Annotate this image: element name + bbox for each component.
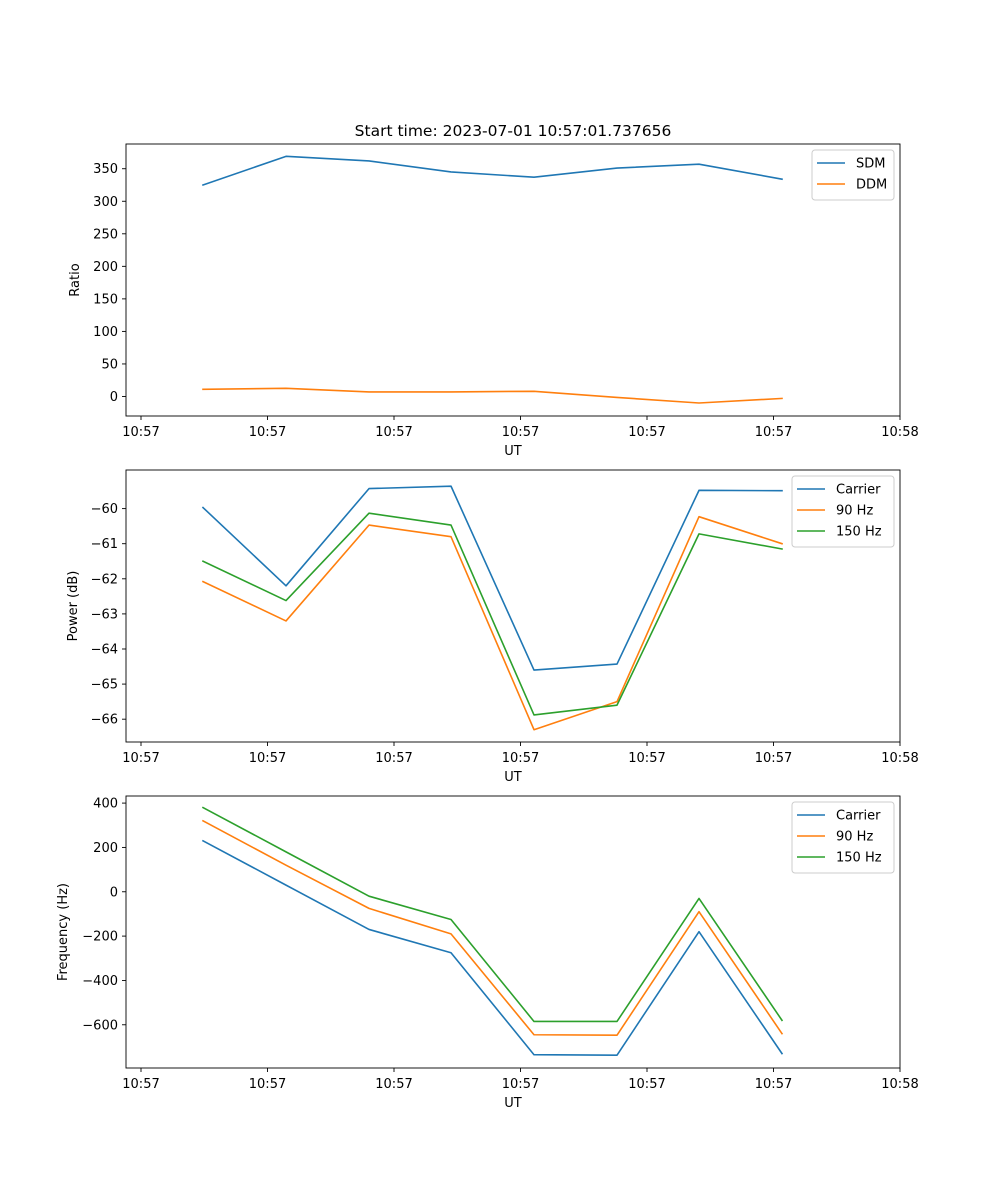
series-line-carrier — [201, 839, 784, 1056]
y-axis-label: Frequency (Hz) — [56, 883, 71, 981]
x-axis-label: UT — [504, 444, 522, 459]
panels: Start time: 2023-07-01 10:57:01.737656 10… — [56, 122, 919, 1111]
x-tick-label: 10:57 — [375, 1077, 412, 1092]
series-line-150-hz — [201, 806, 784, 1023]
legend-label: Carrier — [836, 483, 881, 498]
x-tick-label: 10:57 — [122, 751, 159, 766]
x-tick-label: 10:57 — [249, 751, 286, 766]
y-tick-label: −600 — [82, 1018, 118, 1033]
y-tick-label: −60 — [91, 502, 118, 517]
y-axis-label: Power (dB) — [66, 571, 81, 642]
y-tick-label: 250 — [93, 227, 118, 242]
chart-panel-1: Start time: 2023-07-01 10:57:01.737656 10… — [68, 122, 919, 459]
legend: Carrier 90 Hz 150 Hz — [791, 801, 895, 874]
legend-box — [791, 801, 895, 874]
y-tick-label: −200 — [82, 930, 118, 945]
y-tick-label: 200 — [93, 260, 118, 275]
x-tick-label: 10:58 — [881, 1077, 918, 1092]
chart-title: Start time: 2023-07-01 10:57:01.737656 — [355, 122, 672, 140]
x-tick-label: 10:57 — [502, 1077, 539, 1092]
y-tick-label: 150 — [93, 292, 118, 307]
x-tick-label: 10:57 — [249, 1077, 286, 1092]
legend-label: 90 Hz — [836, 830, 873, 845]
legend-label: 150 Hz — [836, 525, 882, 540]
axes-frame — [125, 469, 901, 743]
legend-label: SDM — [856, 157, 885, 172]
y-tick-label: 100 — [93, 325, 118, 340]
y-tick-label: 0 — [110, 390, 118, 405]
x-tick-label: 10:57 — [122, 1077, 159, 1092]
x-tick-label: 10:57 — [502, 425, 539, 440]
y-tick-label: −61 — [91, 537, 118, 552]
x-tick-label: 10:58 — [881, 751, 918, 766]
y-tick-label: 350 — [93, 162, 118, 177]
chart-panel-3: 10:57 10:57 10:57 10:57 10:57 10:57 10:58 −600 −… — [56, 795, 919, 1111]
series-line-ddm — [202, 387, 783, 404]
y-tick-label: −400 — [82, 974, 118, 989]
x-tick-label: 10:57 — [628, 1077, 665, 1092]
x-tick-label: 10:57 — [628, 751, 665, 766]
y-tick-label: −63 — [91, 607, 118, 622]
series-line-150-hz — [201, 512, 783, 716]
series-line-carrier — [201, 485, 783, 671]
x-tick-label: 10:57 — [249, 425, 286, 440]
y-tick-label: 0 — [110, 885, 118, 900]
y-axis-label: Ratio — [68, 263, 83, 296]
x-tick-label: 10:58 — [881, 425, 918, 440]
y-tick-label: 200 — [93, 841, 118, 856]
y-tick-label: −66 — [91, 713, 118, 728]
axes-frame — [125, 143, 901, 417]
x-tick-label: 10:57 — [375, 751, 412, 766]
x-tick-label: 10:57 — [628, 425, 665, 440]
x-tick-label: 10:57 — [755, 1077, 792, 1092]
legend-label: DDM — [856, 178, 887, 193]
x-axis-label: UT — [504, 770, 522, 785]
x-tick-label: 10:57 — [755, 425, 792, 440]
y-tick-label: 50 — [101, 357, 118, 372]
x-tick-label: 10:57 — [502, 751, 539, 766]
series-line-90-hz — [201, 515, 784, 731]
legend: SDM DDM — [811, 149, 895, 201]
legend-label: 90 Hz — [836, 504, 873, 519]
y-tick-label: 400 — [93, 797, 118, 812]
axes-frame — [125, 795, 901, 1069]
y-tick-label: −64 — [91, 642, 118, 657]
legend-box — [791, 475, 895, 548]
x-tick-label: 10:57 — [375, 425, 412, 440]
legend-label: Carrier — [836, 809, 881, 824]
legend-label: 150 Hz — [836, 851, 882, 866]
y-tick-label: −65 — [91, 678, 118, 693]
x-tick-label: 10:57 — [122, 425, 159, 440]
y-tick-label: 300 — [93, 195, 118, 210]
chart-panel-2: 10:57 10:57 10:57 10:57 10:57 10:57 10:58 −66 −6… — [66, 469, 919, 785]
series-line-sdm — [201, 155, 783, 187]
y-tick-label: −62 — [91, 572, 118, 587]
x-axis-label: UT — [504, 1096, 522, 1111]
series-line-90-hz — [201, 819, 784, 1036]
x-tick-label: 10:57 — [755, 751, 792, 766]
legend: Carrier 90 Hz 150 Hz — [791, 475, 895, 548]
